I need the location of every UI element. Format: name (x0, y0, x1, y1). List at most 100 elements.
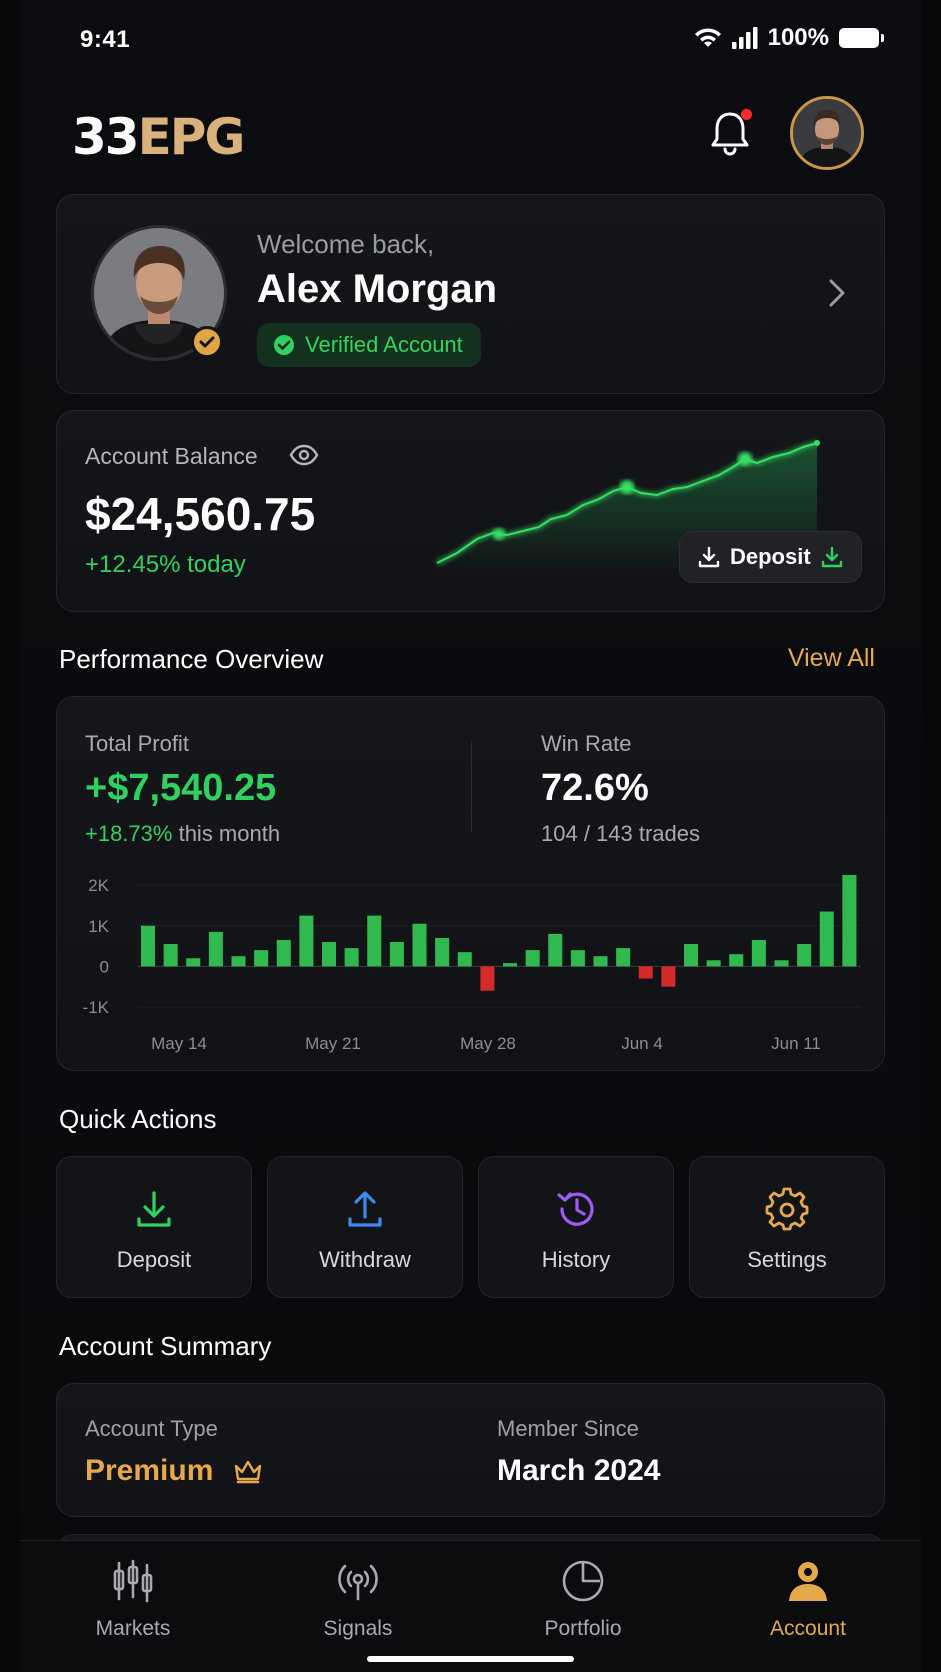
nav-item-signals[interactable]: Signals (258, 1559, 458, 1641)
quick-action-label: History (541, 1247, 611, 1272)
chart-bar (525, 950, 540, 967)
profit-change-suffix: this month (172, 821, 281, 846)
eye-icon[interactable] (289, 443, 319, 467)
chart-bar (548, 933, 563, 967)
win-rate-label: Win Rate (541, 731, 632, 756)
profile-portrait-icon (94, 228, 224, 358)
chart-bar (344, 948, 359, 967)
battery-icon (839, 28, 884, 48)
quick-action-deposit[interactable]: Deposit (56, 1156, 252, 1298)
balance-value: $24,560.75 (85, 488, 316, 540)
download-green-icon (821, 546, 842, 568)
quick-action-history[interactable]: History (478, 1156, 674, 1298)
chart-bar (322, 942, 337, 967)
logo-part-gold: EPG (137, 108, 246, 166)
chart-bar (684, 944, 699, 967)
trades-count: 104 / 143 trades (541, 821, 701, 846)
verified-badge: Verified Account (257, 323, 481, 367)
chart-bar (729, 954, 744, 967)
x-tick-label: May 14 (151, 1034, 207, 1053)
cellular-signal-icon (731, 27, 758, 49)
verified-check-icon (191, 326, 223, 358)
account-summary-title: Account Summary (59, 1331, 272, 1361)
status-time: 9:41 (80, 26, 131, 53)
battery-percentage: 100% (767, 24, 829, 51)
pie-chart-icon (562, 1560, 604, 1602)
notification-dot (741, 109, 752, 120)
y-tick-label: 1K (88, 917, 109, 936)
x-tick-label: May 28 (460, 1034, 516, 1053)
chart-bar (774, 960, 789, 967)
nav-item-markets[interactable]: Markets (33, 1559, 233, 1641)
quick-actions-title: Quick Actions (59, 1104, 217, 1134)
home-indicator (367, 1656, 574, 1662)
chart-bar (842, 874, 857, 967)
gear-icon (765, 1187, 809, 1231)
x-tick-label: May 21 (305, 1034, 361, 1053)
check-circle-icon (274, 335, 294, 355)
account-summary-card: Account Type Premium Member Since March … (56, 1383, 885, 1517)
profile-card[interactable]: Welcome back, Alex Morgan Verified Accou… (56, 194, 885, 394)
member-since-value: March 2024 (497, 1454, 661, 1487)
upload-icon (348, 1191, 382, 1227)
history-icon (557, 1192, 594, 1226)
quick-action-settings[interactable]: Settings (689, 1156, 885, 1298)
nav-item-portfolio[interactable]: Portfolio (483, 1559, 683, 1641)
balance-card: Account Balance $24,560.75 +12.45% today… (56, 410, 885, 612)
notification-bell-icon[interactable] (708, 108, 752, 158)
user-icon (789, 1562, 827, 1601)
quick-action-label: Withdraw (319, 1247, 411, 1272)
chart-bar (276, 939, 291, 967)
chart-bar (797, 944, 812, 967)
account-type-label: Account Type (85, 1416, 218, 1441)
total-profit-label: Total Profit (85, 731, 189, 756)
chart-bar (593, 956, 608, 967)
chart-bar (751, 939, 766, 967)
performance-title: Performance Overview (59, 644, 324, 674)
chart-bar (706, 960, 721, 967)
deposit-pill-button[interactable]: Deposit (679, 531, 862, 583)
y-tick-label: -1K (83, 998, 110, 1017)
x-tick-label: Jun 4 (621, 1034, 663, 1053)
status-bar: 9:41 100% (0, 0, 941, 80)
stats-divider (471, 741, 472, 833)
chart-bar (254, 950, 269, 967)
chart-bar (457, 952, 472, 967)
sparkline-line (436, 442, 818, 564)
download-icon (137, 1191, 171, 1227)
avatar-portrait-icon (793, 99, 861, 167)
quick-action-label: Settings (747, 1247, 827, 1272)
deposit-pill-label: Deposit (730, 544, 811, 569)
header-avatar[interactable] (790, 96, 864, 170)
broadcast-signal-icon (338, 1564, 378, 1601)
profit-bar-chart: 2K 1K 0 -1K May 14 May 21 May 28 Jun 4 Jun 11 (83, 874, 861, 1053)
performance-card: Total Profit +$7,540.25 +18.73% this mon… (56, 696, 885, 1071)
verified-label: Verified Account (305, 332, 463, 357)
view-all-link[interactable]: View All (787, 644, 875, 672)
profile-avatar (91, 225, 227, 361)
app-logo[interactable]: 33EPG (72, 108, 246, 166)
chart-bar (412, 923, 427, 967)
chart-bar (299, 915, 314, 967)
chevron-right-icon[interactable] (827, 277, 847, 309)
nav-label: Portfolio (544, 1617, 622, 1640)
nav-item-account[interactable]: Account (708, 1559, 908, 1641)
y-tick-label: 0 (100, 957, 109, 976)
chart-bar (819, 911, 834, 967)
crown-icon (234, 1460, 262, 1484)
chart-bar (367, 915, 382, 967)
nav-label: Account (770, 1617, 846, 1640)
chart-bar (638, 966, 653, 979)
quick-action-withdraw[interactable]: Withdraw (267, 1156, 463, 1298)
chart-bar (208, 931, 223, 967)
x-tick-label: Jun 11 (771, 1034, 821, 1053)
win-rate-value: 72.6% (541, 767, 649, 809)
chart-bar (389, 942, 404, 967)
nav-label: Markets (95, 1617, 171, 1640)
status-icons: 100% (694, 24, 884, 52)
chart-bar (503, 963, 518, 967)
total-profit-value: +$7,540.25 (85, 767, 277, 809)
quick-action-label: Deposit (116, 1247, 192, 1272)
balance-change: +12.45% today (85, 551, 246, 578)
y-tick-label: 2K (88, 876, 109, 895)
